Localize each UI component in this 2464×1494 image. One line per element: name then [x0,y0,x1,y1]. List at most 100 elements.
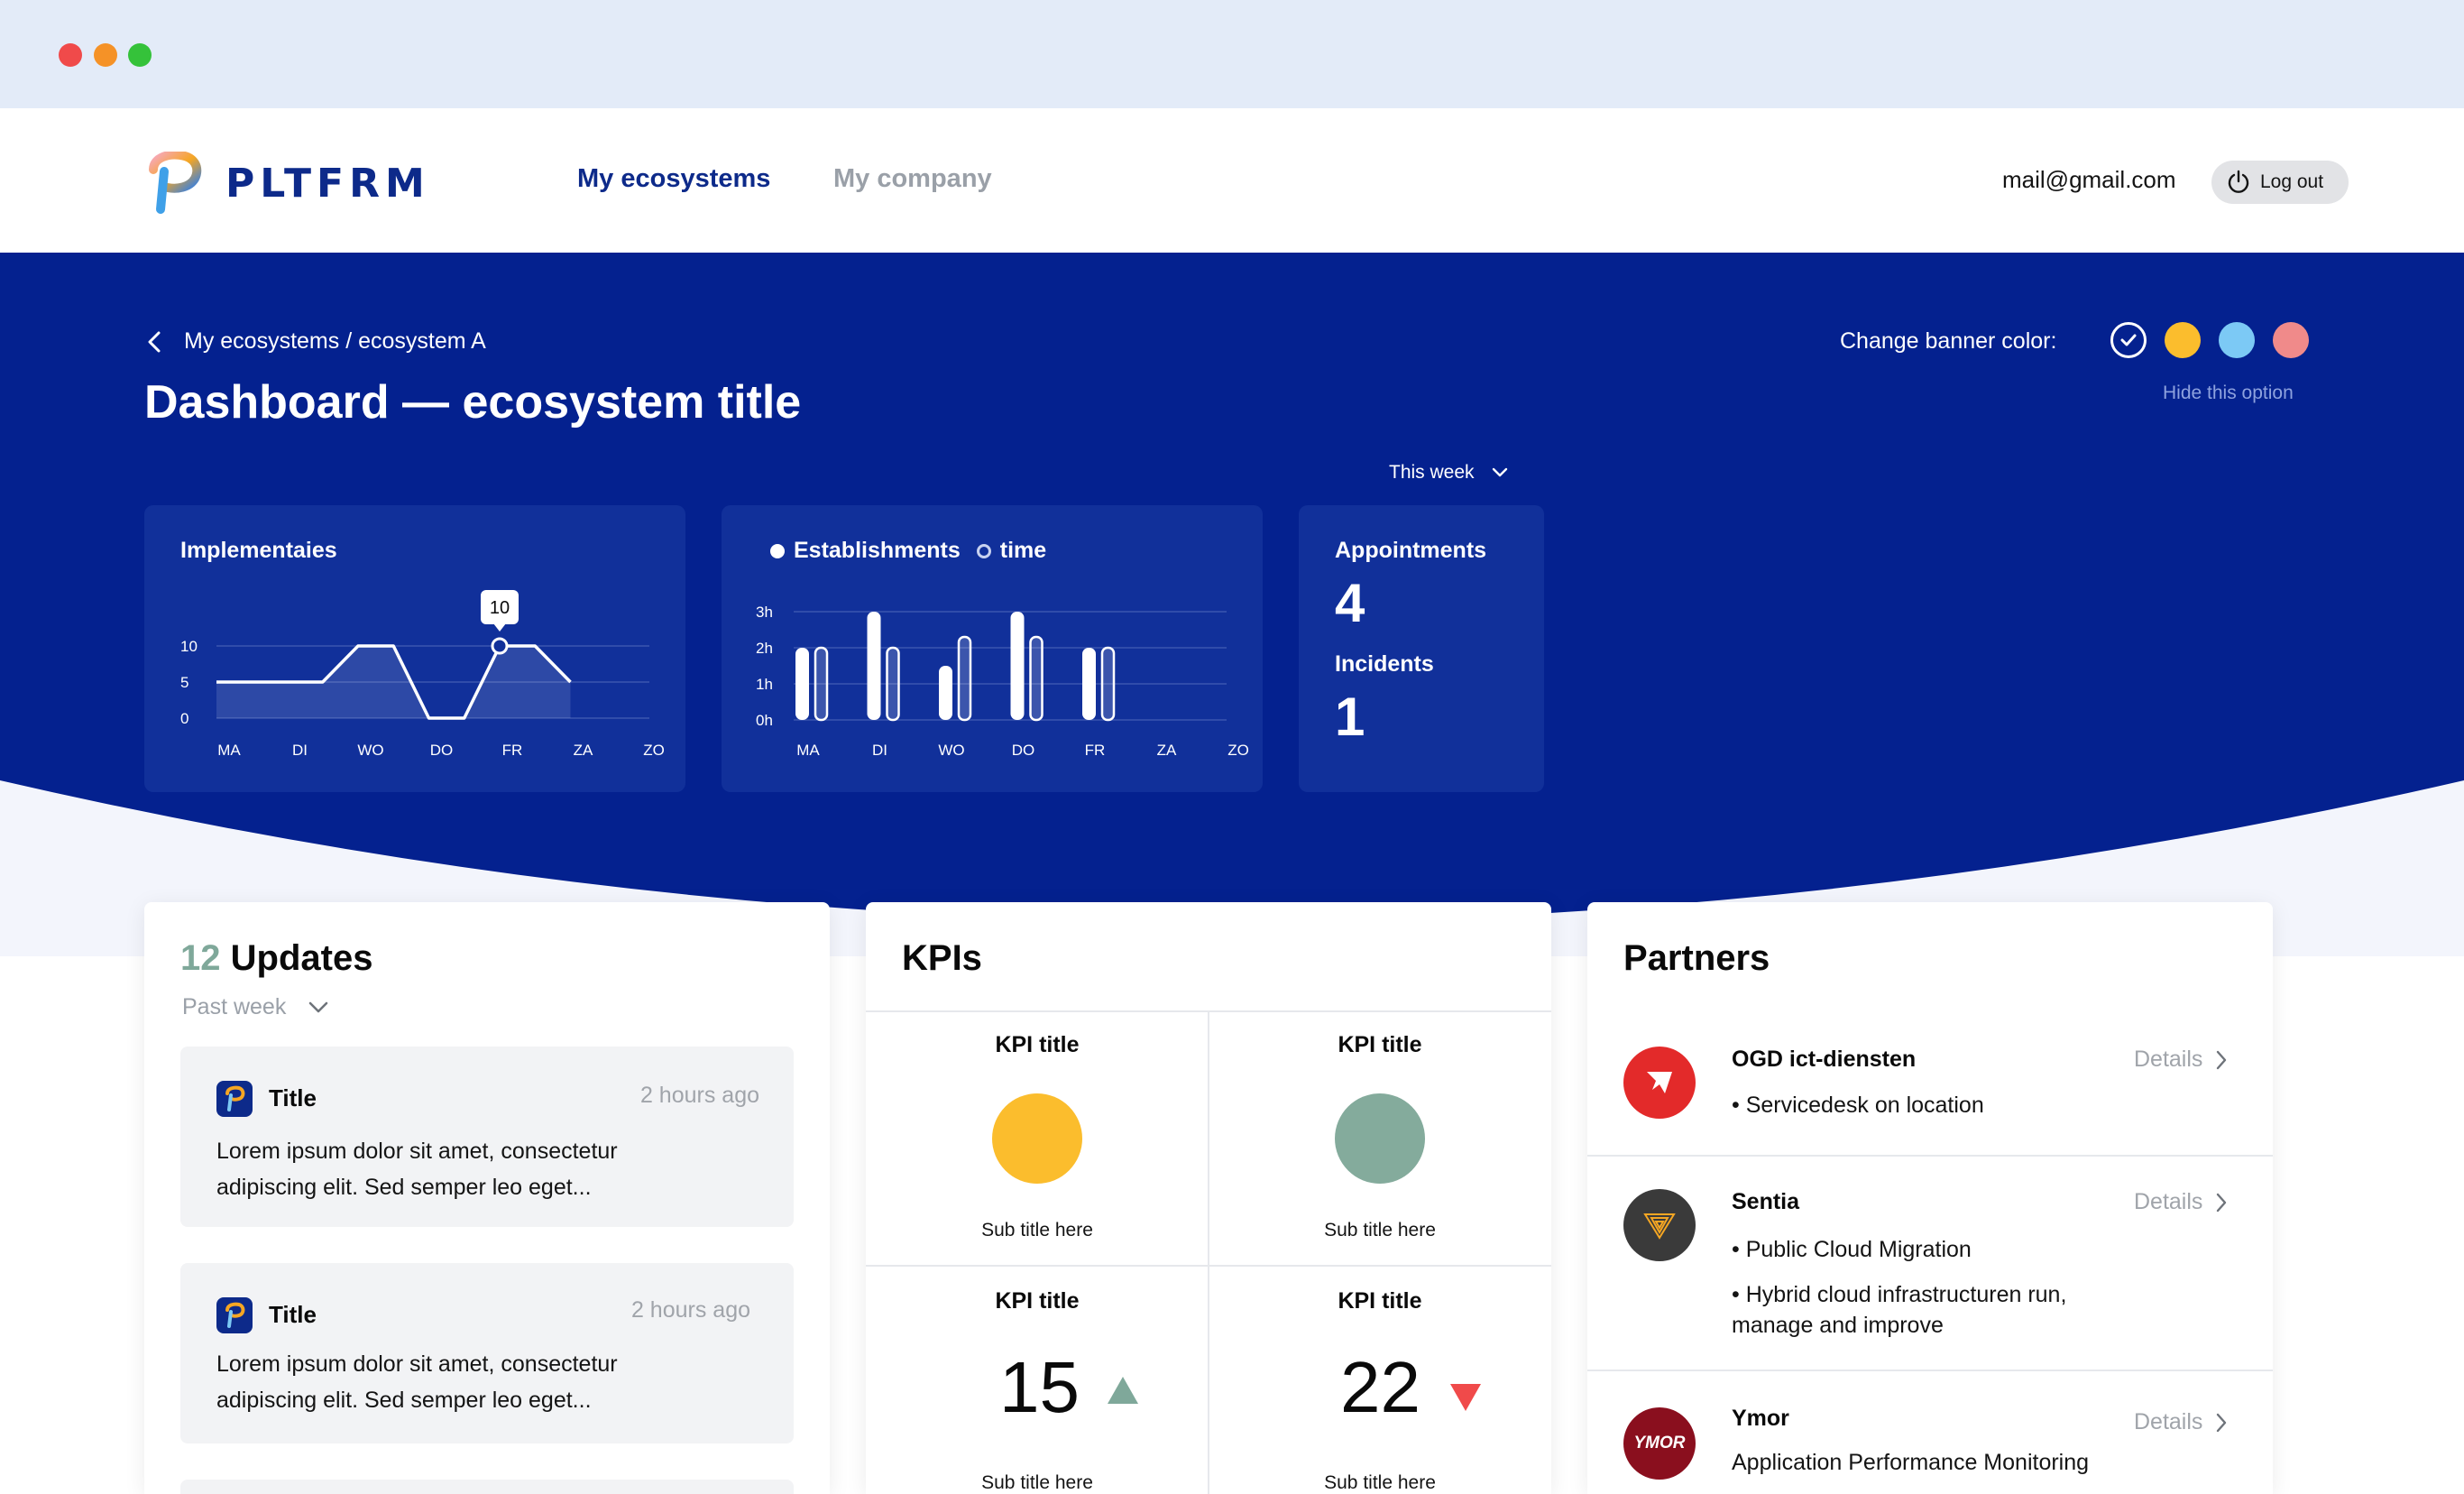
check-icon [2120,334,2137,346]
update-body-line: adipiscing elit. Sed semper leo eget... [216,1388,592,1413]
update-card[interactable]: Title 2 hours ago Lorem ipsum dolor sit … [180,1047,794,1227]
update-card[interactable]: Title 2 hours ago Lorem ipsum dolor sit … [180,1263,794,1443]
y-tick-label: 0 [180,710,188,727]
partner-name: OGD ict-diensten [1732,1047,1917,1072]
x-tick-label: DO [1012,742,1035,759]
nav-my-ecosystems[interactable]: My ecosystems [577,164,771,193]
y-tick-label: 0h [756,712,773,729]
ymor-logo-text: YMOR [1633,1434,1686,1452]
establishments-card: Establishments time 3h 2h 1h 0h MA DI WO DO FR ZA… [722,505,1263,792]
update-time: 2 hours ago [639,1083,759,1108]
window-close-button[interactable] [59,43,82,67]
establishments-bar-chart: 3h 2h 1h 0h MA DI WO DO FR ZA ZO [756,604,1249,759]
update-title: Title [269,1301,317,1328]
chevron-right-icon [2217,1050,2227,1069]
kpi-subtitle: Sub title here [1324,1220,1436,1240]
y-tick-label: 3h [756,604,773,621]
window-titlebar [0,0,2464,108]
update-card[interactable] [180,1480,794,1494]
nav-my-company[interactable]: My company [833,164,992,193]
trend-up-icon [1108,1377,1138,1404]
partner-service: Application Performance Monitoring [1732,1450,2090,1475]
kpi-status-dot [1335,1093,1425,1184]
x-tick-label: DO [430,742,454,759]
color-swatch-light-blue[interactable] [2219,322,2255,358]
x-tick-label: WO [938,742,964,759]
bar-establishments [1082,648,1096,720]
chevron-down-icon [1492,467,1507,477]
logout-label: Log out [2260,171,2324,192]
legend-label-establishments: Establishments [794,538,961,563]
appointments-card: Appointments 4 Incidents 1 [1299,505,1544,792]
appointments-label: Appointments [1335,538,1487,563]
x-tick-label: MA [217,742,241,759]
tooltip-pointer [493,623,506,632]
breadcrumb[interactable]: My ecosystems / ecosystem A [144,328,486,355]
partner-details-link[interactable]: Details [2134,1409,2228,1435]
dashboard-banner: My ecosystems / ecosystem A Dashboard — … [0,253,2464,956]
partner-service: • Hybrid cloud infrastructuren run, [1732,1282,2067,1307]
kpi-subtitle: Sub title here [981,1220,1093,1240]
updates-period-select[interactable]: Past week [182,994,329,1020]
partner-item[interactable]: YMOR Ymor Details Application Performanc… [1587,1371,2273,1494]
kpi-cell[interactable]: KPI title 22 Sub title here [1209,1267,1551,1494]
kpi-grid: KPI title Sub title here KPI title Sub t… [866,1010,1551,1494]
window-maximize-button[interactable] [128,43,152,67]
kpi-cell[interactable]: KPI title 15 Sub title here [866,1267,1209,1494]
logo-icon [225,1302,245,1328]
partner-divider [1587,1370,2273,1371]
series-area [216,646,571,718]
kpi-title: KPI title [995,1288,1080,1314]
incidents-value: 1 [1335,687,1365,747]
updates-title-text: Updates [230,938,373,978]
partners-panel: Partners OGD ict-diensten Details • Serv… [1587,902,2273,1494]
period-select[interactable]: This week [1389,462,1509,484]
legend-label-time: time [999,538,1047,563]
chevron-left-icon [148,331,161,352]
color-swatch-blue-selected[interactable] [2110,322,2147,358]
partner-logo-ogd [1623,1047,1696,1119]
bar-time [814,646,829,722]
partner-details-link[interactable]: Details [2134,1047,2228,1073]
partner-item[interactable]: Sentia Details • Public Cloud Migration … [1587,1157,2273,1370]
user-email: mail@gmail.com [2002,166,2176,193]
updates-panel: 12 Updates Past week Title 2 hours ago L… [144,902,830,1494]
partner-service: manage and improve [1732,1313,1944,1338]
update-time: 2 hours ago [630,1297,750,1323]
app-logo[interactable]: PLTFRM [144,152,430,215]
kpis-title: KPIs [902,938,982,978]
kpi-title: KPI title [1338,1288,1422,1314]
partner-details-link[interactable]: Details [2134,1189,2228,1215]
update-body-line: adipiscing elit. Sed semper leo eget... [216,1175,592,1200]
change-banner-color-label: Change banner color: [1840,328,2057,354]
x-tick-label: ZO [1227,742,1249,759]
kpi-title: KPI title [995,1032,1080,1057]
color-swatch-yellow[interactable] [2165,322,2201,358]
kpi-value: 15 [999,1347,1080,1427]
partner-item[interactable]: OGD ict-diensten Details • Servicedesk o… [1587,1010,2273,1155]
bar-time [1029,635,1044,722]
tooltip-value: 10 [490,598,510,618]
partner-service: • Public Cloud Migration [1732,1237,1972,1262]
implementaties-title: Implementaies [180,538,337,563]
logout-button[interactable]: Log out [2211,161,2349,204]
color-swatch-pink[interactable] [2273,322,2309,358]
partner-service: • Servicedesk on location [1732,1093,1984,1118]
update-title: Title [269,1084,317,1111]
kpi-cell[interactable]: KPI title Sub title here [1209,1012,1551,1265]
y-tick-label: 10 [180,638,198,655]
bar-establishments [795,648,809,720]
update-body: Lorem ipsum dolor sit amet, consectetur … [216,1346,758,1418]
hide-option-link[interactable]: Hide this option [2163,383,2294,403]
chevron-down-icon [309,1001,328,1012]
partner-logo-ymor: YMOR [1623,1407,1696,1480]
bar-establishments [867,612,881,720]
kpi-divider-horizontal [866,1265,1551,1267]
legend-dot-time [976,543,991,558]
bar-time [886,646,900,722]
x-tick-label: WO [357,742,383,759]
implementaties-line-chart: 10 5 0 10 MA DI WO DO FR ZA ZO [180,590,665,759]
implementaties-card: Implementaies 10 5 0 10 MA DI WO DO FR ZA ZO [144,505,685,792]
window-minimize-button[interactable] [94,43,117,67]
kpi-cell[interactable]: KPI title Sub title here [866,1012,1209,1265]
